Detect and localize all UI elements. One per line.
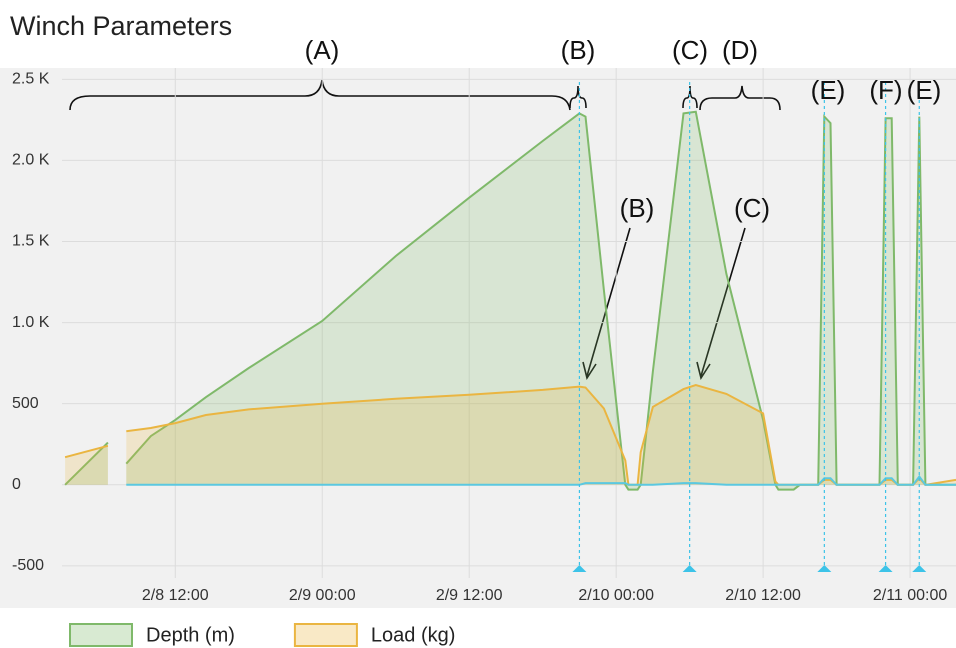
y-tick-label: 2.0 K — [12, 152, 50, 169]
y-tick-label: 1.5 K — [12, 233, 50, 250]
annotation-label: (F) — [869, 75, 902, 105]
annotation-label: (A) — [305, 35, 340, 65]
annotation-label: (E) — [907, 75, 942, 105]
annotation-label: (E) — [811, 75, 846, 105]
x-tick-label: 2/10 00:00 — [578, 587, 654, 604]
annotation-label: (C) — [672, 35, 708, 65]
brace — [682, 85, 698, 109]
y-tick-label: 1.0 K — [12, 314, 50, 331]
annotation-label: (D) — [722, 35, 758, 65]
x-tick-label: 2/11 00:00 — [873, 587, 948, 604]
series-line — [64, 441, 109, 486]
series-area — [126, 111, 956, 490]
arrow — [582, 227, 631, 380]
series-line — [64, 444, 109, 459]
y-tick-label: -500 — [12, 557, 44, 574]
legend-label: Load (kg) — [371, 624, 456, 646]
legend-swatch — [293, 623, 358, 647]
y-tick-label: 2.5 K — [12, 71, 50, 88]
x-tick-label: 2/9 12:00 — [436, 587, 503, 604]
event-marker — [682, 565, 697, 572]
y-tick-label: 500 — [12, 395, 39, 412]
arrow — [696, 227, 746, 380]
x-tick-label: 2/8 12:00 — [142, 587, 209, 604]
annotation-label: (C) — [734, 193, 770, 223]
x-tick-label: 2/9 00:00 — [289, 587, 356, 604]
series-area — [65, 445, 108, 485]
event-marker — [572, 565, 587, 572]
y-tick-label: 0 — [12, 476, 21, 493]
plot-background — [0, 68, 956, 608]
annotation-label: (B) — [620, 193, 655, 223]
legend-label: Depth (m) — [146, 624, 235, 646]
legend-swatch — [69, 623, 133, 647]
chart-title: Winch Parameters — [10, 11, 232, 41]
event-marker — [878, 565, 893, 572]
series-area — [126, 385, 956, 485]
x-tick-label: 2/10 12:00 — [725, 587, 801, 604]
event-marker — [817, 565, 832, 572]
annotation-label: (B) — [561, 35, 596, 65]
event-marker — [912, 565, 927, 572]
brace — [569, 85, 587, 109]
brace — [699, 85, 781, 111]
